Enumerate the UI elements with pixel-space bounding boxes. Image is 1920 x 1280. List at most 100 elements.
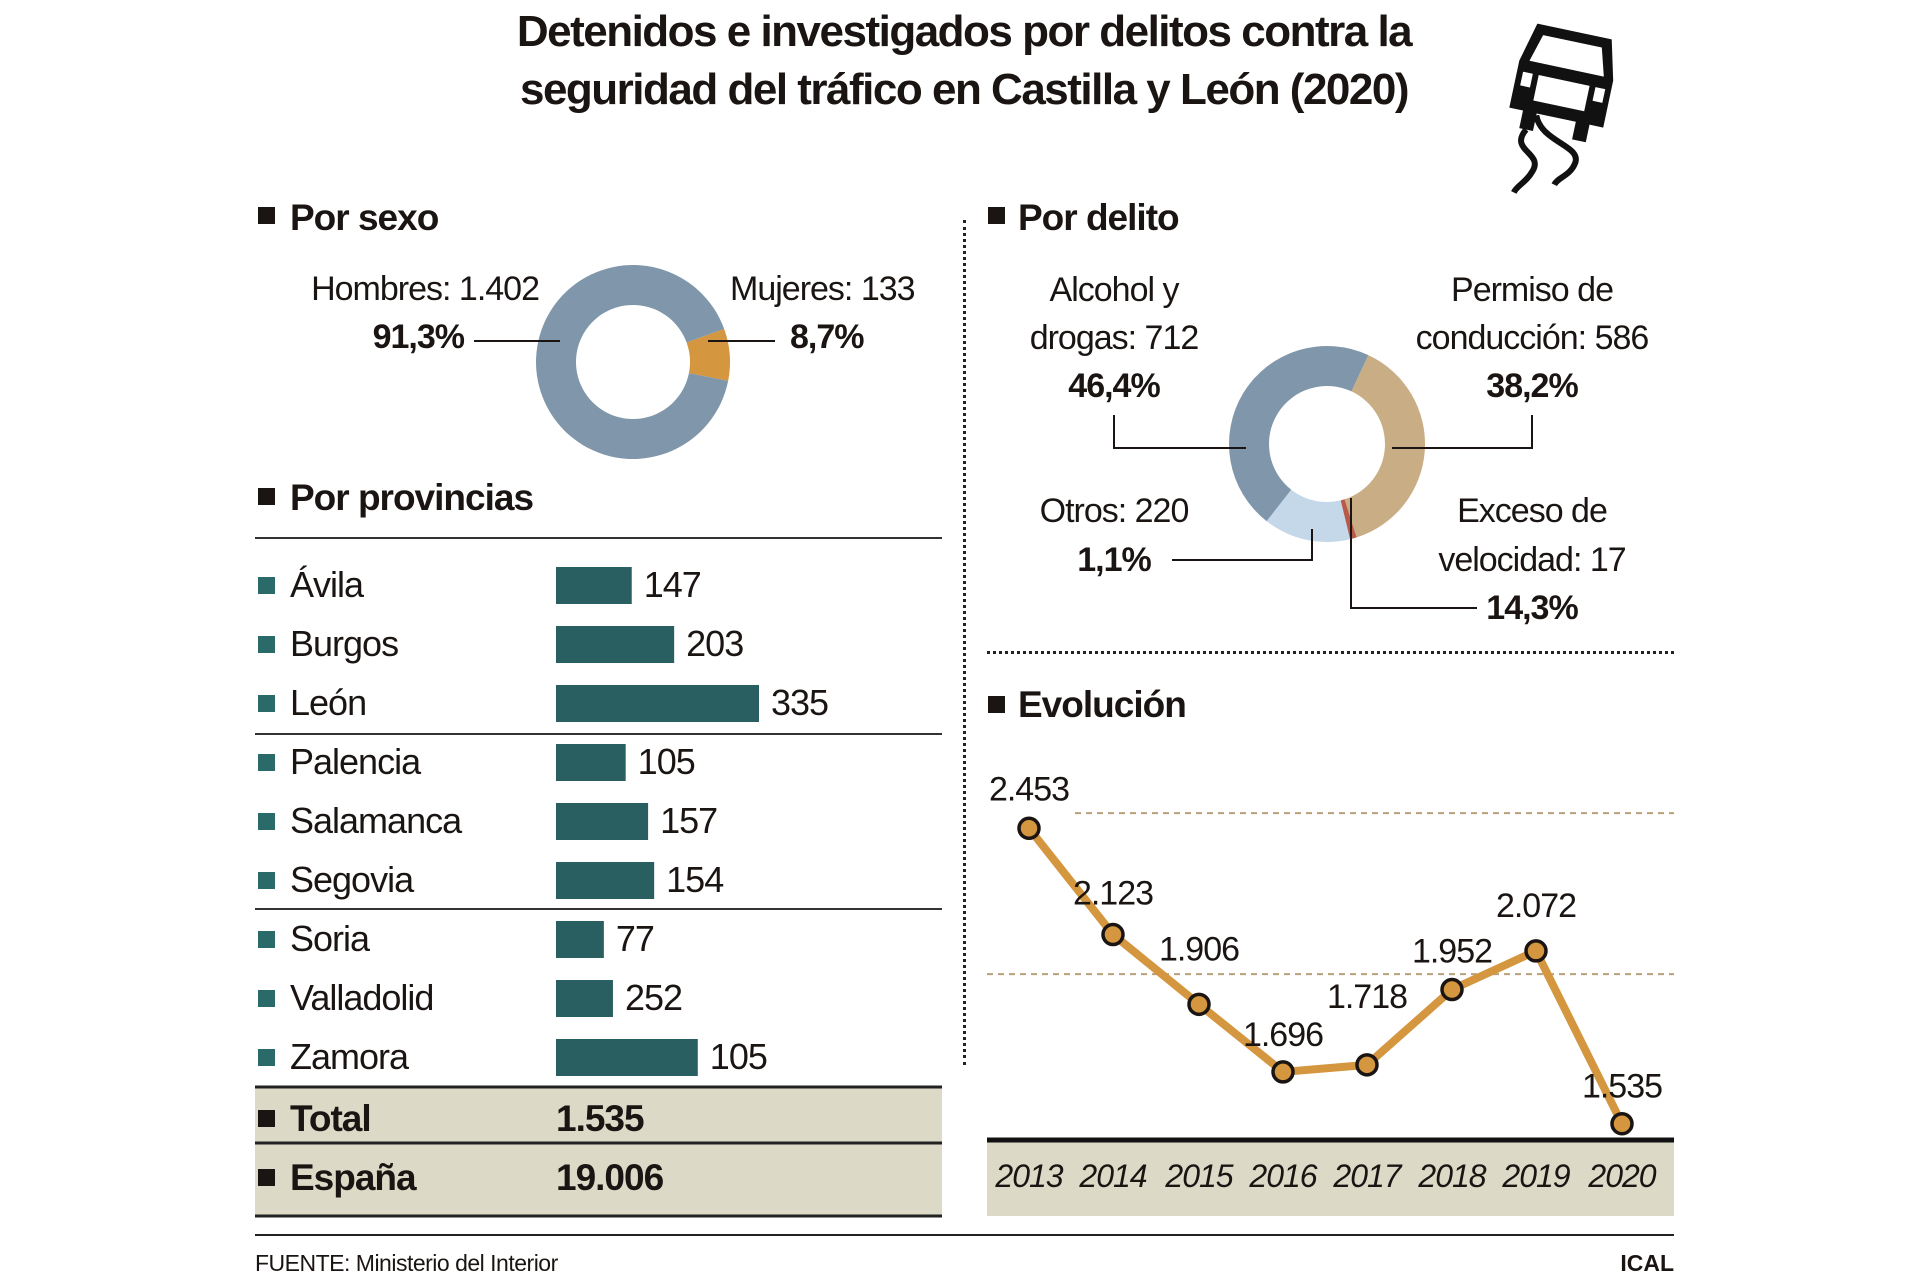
source-note: FUENTE: Ministerio del Interior bbox=[255, 1250, 558, 1276]
province-bars bbox=[556, 567, 759, 1076]
section-heading-por-delito: Por delito bbox=[1018, 197, 1180, 238]
exceso-label-line1: Exceso de bbox=[1457, 492, 1608, 530]
heading-bullet bbox=[258, 488, 275, 505]
alcohol-slice bbox=[1229, 346, 1369, 522]
province-bar bbox=[556, 626, 675, 663]
permiso-pct: 38,2% bbox=[1486, 367, 1578, 405]
province-name: Palencia bbox=[290, 741, 421, 782]
x-tick-label: 2020 bbox=[1587, 1158, 1656, 1194]
section-heading-por-sexo: Por sexo bbox=[290, 197, 439, 238]
section-heading-por-provincias: Por provincias bbox=[290, 477, 534, 518]
data-label: 1.696 bbox=[1243, 1016, 1323, 1054]
otros-label: Otros: 220 bbox=[1039, 492, 1190, 530]
espana-value: 19.006 bbox=[556, 1157, 664, 1198]
province-bar bbox=[556, 980, 613, 1017]
province-bullet bbox=[258, 990, 275, 1007]
data-point bbox=[1440, 977, 1464, 1002]
sex-donut-chart bbox=[536, 264, 730, 459]
mujeres-label: Mujeres: 133 bbox=[730, 270, 916, 308]
data-label: 1.718 bbox=[1327, 978, 1407, 1016]
province-bullet bbox=[258, 813, 275, 830]
province-value: 252 bbox=[624, 977, 683, 1018]
hombres-label: Hombres: 1.402 bbox=[311, 270, 540, 308]
province-name: Valladolid bbox=[290, 977, 434, 1018]
province-value: 157 bbox=[660, 800, 718, 841]
province-bar bbox=[556, 862, 655, 899]
espana-label: España bbox=[290, 1157, 417, 1198]
heading-bullet bbox=[258, 207, 275, 224]
totals-band bbox=[255, 1087, 942, 1216]
province-value: 77 bbox=[615, 918, 655, 959]
total-label: Total bbox=[290, 1098, 372, 1139]
hombres-slice bbox=[536, 264, 729, 459]
x-tick-label: 2017 bbox=[1332, 1158, 1402, 1194]
province-name: Zamora bbox=[290, 1036, 409, 1077]
province-bullet bbox=[258, 636, 275, 653]
province-bar bbox=[556, 921, 604, 958]
province-value: 335 bbox=[771, 682, 829, 723]
data-label: 1.952 bbox=[1412, 933, 1492, 971]
credit-ical: ICAL bbox=[1620, 1250, 1674, 1276]
province-bar bbox=[556, 744, 626, 781]
province-bullet bbox=[258, 931, 275, 948]
province-bar bbox=[556, 1039, 698, 1076]
x-tick-label: 2013 bbox=[994, 1158, 1063, 1194]
total-bullet bbox=[258, 1110, 275, 1127]
province-value: 154 bbox=[666, 859, 724, 900]
permiso-leader-line bbox=[1392, 415, 1533, 449]
mujeres-pct: 8,7% bbox=[790, 318, 864, 356]
chart-title-line-2: seguridad del tráfico en Castilla y León… bbox=[519, 65, 1410, 114]
x-tick-label: 2016 bbox=[1248, 1158, 1317, 1194]
data-point bbox=[1610, 1111, 1634, 1136]
data-point bbox=[1524, 939, 1548, 963]
province-name: Soria bbox=[290, 918, 370, 959]
x-axis-band bbox=[987, 1142, 1674, 1216]
province-bar bbox=[556, 803, 649, 840]
province-name: Burgos bbox=[290, 623, 399, 664]
province-bullet bbox=[258, 872, 275, 889]
hombres-pct: 91,3% bbox=[372, 318, 465, 356]
data-point bbox=[1017, 816, 1041, 841]
alcohol-pct: 46,4% bbox=[1068, 367, 1160, 405]
data-label: 2.453 bbox=[989, 770, 1069, 808]
crime-donut-chart bbox=[1229, 346, 1425, 542]
exceso-slice bbox=[1340, 499, 1357, 540]
permiso-label-line1: Permiso de bbox=[1451, 271, 1614, 309]
permiso-slice bbox=[1344, 355, 1425, 538]
x-tick-label: 2015 bbox=[1164, 1158, 1233, 1194]
province-name: Ávila bbox=[290, 564, 364, 605]
data-point bbox=[1271, 1060, 1295, 1084]
crime-leaders bbox=[1113, 415, 1533, 609]
province-bullet bbox=[258, 1049, 275, 1066]
province-name: Segovia bbox=[290, 859, 414, 900]
x-tick-label: 2018 bbox=[1417, 1158, 1486, 1194]
data-label: 1.906 bbox=[1159, 930, 1239, 968]
province-bullet bbox=[258, 754, 275, 771]
province-name: Salamanca bbox=[290, 800, 462, 841]
otros-pct: 1,1% bbox=[1077, 541, 1152, 579]
data-point bbox=[1187, 992, 1211, 1017]
alcohol-leader-line bbox=[1113, 415, 1246, 449]
province-value: 105 bbox=[709, 1036, 768, 1077]
province-value: 203 bbox=[686, 623, 744, 664]
exceso-leader-line bbox=[1350, 498, 1477, 609]
section-divider bbox=[987, 651, 1674, 654]
alcohol-label-line1: Alcohol y bbox=[1049, 271, 1180, 309]
column-divider bbox=[963, 220, 966, 1065]
permiso-label-line2: conducción: 586 bbox=[1415, 319, 1650, 357]
data-label: 2.123 bbox=[1073, 875, 1153, 913]
skidding-car-icon bbox=[1509, 23, 1614, 194]
alcohol-label-line2: drogas: 712 bbox=[1029, 319, 1200, 357]
total-value: 1.535 bbox=[556, 1098, 645, 1139]
table-lines bbox=[255, 537, 1674, 1236]
otros-slice bbox=[1266, 489, 1351, 542]
province-bar bbox=[556, 685, 759, 722]
section-heading-evolucion: Evolución bbox=[1018, 684, 1187, 725]
x-tick-label: 2014 bbox=[1078, 1158, 1146, 1194]
x-tick-label: 2019 bbox=[1501, 1158, 1570, 1194]
series-line bbox=[1025, 825, 1626, 1126]
data-point bbox=[1101, 922, 1125, 947]
province-value: 105 bbox=[637, 741, 696, 782]
exceso-label-line2: velocidad: 17 bbox=[1438, 541, 1626, 579]
